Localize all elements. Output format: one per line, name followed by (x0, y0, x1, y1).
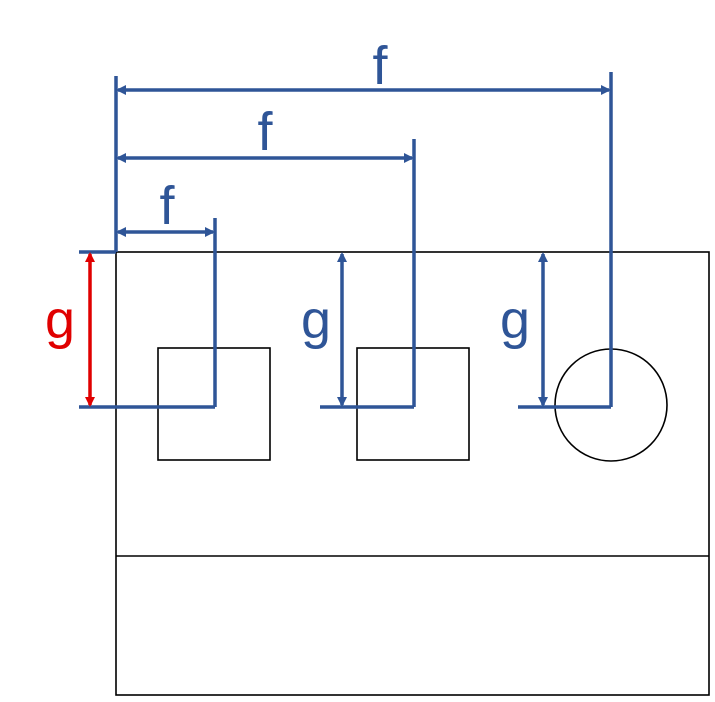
label-f-top: f (372, 36, 388, 96)
label-g-middle: g (301, 290, 331, 350)
label-f-low: f (159, 176, 175, 236)
label-g-left: g (45, 290, 75, 350)
label-f-mid: f (257, 102, 273, 162)
label-g-right: g (500, 290, 530, 350)
